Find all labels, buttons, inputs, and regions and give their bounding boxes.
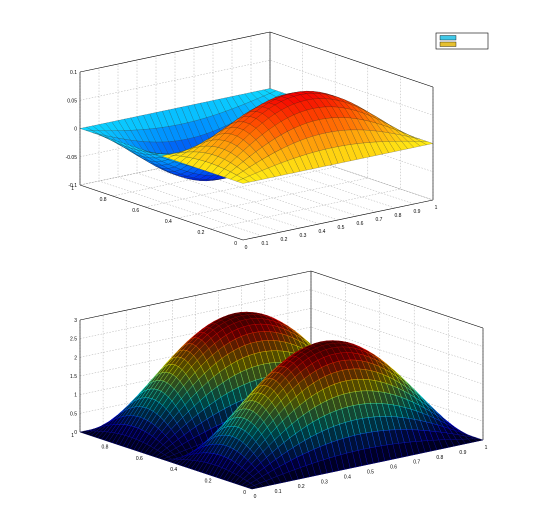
- plot1-grid-line-z: [79, 31, 434, 88]
- legend-swatch-exact: [439, 41, 457, 47]
- plot2-x-tick-label: 0.2: [205, 479, 212, 485]
- plot1-t-tick-label: 0.4: [319, 229, 326, 235]
- plot2-surface-patch: [247, 485, 259, 490]
- plot2-z-tick-label: 1.5: [70, 374, 77, 380]
- plot2-x-tick-label: 0.4: [170, 467, 177, 473]
- plot1-t-tick-label: 0.5: [338, 225, 345, 231]
- plot2-x-tick-label: 0.8: [101, 444, 108, 450]
- plot2-t-tick-label: 0: [254, 494, 257, 500]
- legend-swatch-numerical: [439, 35, 457, 41]
- plot2-t-tick-label: 0.8: [436, 455, 443, 461]
- plot1-t-tick-label: 0.9: [414, 209, 421, 215]
- plot2-z-tick-label: 2: [74, 355, 77, 361]
- plot2-x-tick-label: 0.6: [136, 456, 143, 462]
- plot2-surface: [79, 311, 484, 490]
- plot1-t-tick-label: 0.8: [395, 213, 402, 219]
- plot2-t-tick-label: 1: [485, 445, 488, 451]
- plot1-x-tick-label: 0.2: [197, 230, 204, 236]
- plot1-z-tick-label: 0: [74, 127, 77, 133]
- plot1-t-tick-label: 0: [245, 245, 248, 251]
- plot-bottom-absolute-error-surface: 00.10.20.30.40.50.60.70.80.9100.20.40.60…: [70, 270, 488, 500]
- plot1-x-tick-label: 0.6: [132, 208, 139, 214]
- plot2-t-tick-label: 0.2: [298, 484, 305, 490]
- plot1-axis-edge: [79, 31, 271, 73]
- plot2-t-tick-label: 0.4: [344, 474, 351, 480]
- plot1-z-tick-label: -0.05: [66, 155, 78, 161]
- plot1-legend: [435, 32, 489, 50]
- plot2-t-tick-label: 0.5: [367, 470, 374, 476]
- plot2-z-tick-label: 2.5: [70, 337, 77, 343]
- plot2-t-tick-label: 0.3: [321, 479, 328, 485]
- plot2-grid-line-z: [79, 289, 484, 347]
- plot2-axis-edge: [79, 270, 312, 321]
- plot2-t-tick-label: 0.6: [390, 465, 397, 471]
- plot1-surface-patch: [236, 178, 250, 184]
- plot1-surfaces: [79, 88, 434, 184]
- plot2-t-tick-label: 0.1: [275, 489, 282, 495]
- plot1-t-tick-label: 0.6: [357, 221, 364, 227]
- plot-top-solution-surface: 0 0.1 0.2 0.3 0.4 0.5 0.6 0.7 0.8 0.9 1 0 0.2 0.4 0.6 0…: [66, 31, 489, 251]
- plot2-t-tick-label: 0.9: [459, 450, 466, 456]
- plot2-t-tick-label: 0.7: [413, 460, 420, 466]
- plot1-z-tick-label: -0.1: [68, 183, 77, 189]
- plot1-x-tick-label: 0: [234, 241, 237, 247]
- plot2-x-tick-label: 0: [243, 490, 246, 496]
- plot2-x-tick-label: 1: [71, 433, 74, 439]
- plot1-t-tick-label: 0.7: [376, 217, 383, 223]
- plot1-axis-edge: [269, 31, 434, 88]
- plot2-grid-line-z: [79, 270, 484, 329]
- plot1-x-tick-label: 0.8: [100, 197, 107, 203]
- plot2-axis-edge: [310, 270, 484, 329]
- plot1-t-tick-label: 0.1: [262, 241, 269, 247]
- plot2-z-tick-label: 1: [74, 393, 77, 399]
- plot1-axis-edge: [79, 184, 244, 241]
- plot2-grid-line-z: [79, 326, 484, 385]
- plot2-z-tick-label: 3: [74, 318, 77, 324]
- plot1-x-tick-label: 1: [71, 186, 74, 192]
- plot1-z-tick-label: 0.1: [70, 70, 77, 76]
- plot2-grid-line-z: [79, 308, 484, 366]
- plot1-t-tick-label: 0.3: [300, 233, 307, 239]
- plot1-x-tick-label: 0.4: [165, 219, 172, 225]
- plot2-z-tick-label: 0.5: [70, 411, 77, 417]
- plot1-grid-line-t: [117, 64, 282, 233]
- plot1-z-tick-label: 0.05: [67, 98, 77, 104]
- plot1-grid-line-t: [155, 56, 320, 225]
- plot1-t-tick-label: 1: [435, 205, 438, 211]
- plot1-t-tick-label: 0.2: [281, 237, 288, 243]
- plot2-z-tick-label: 0: [74, 430, 77, 436]
- plot1-axis-edge: [242, 199, 434, 241]
